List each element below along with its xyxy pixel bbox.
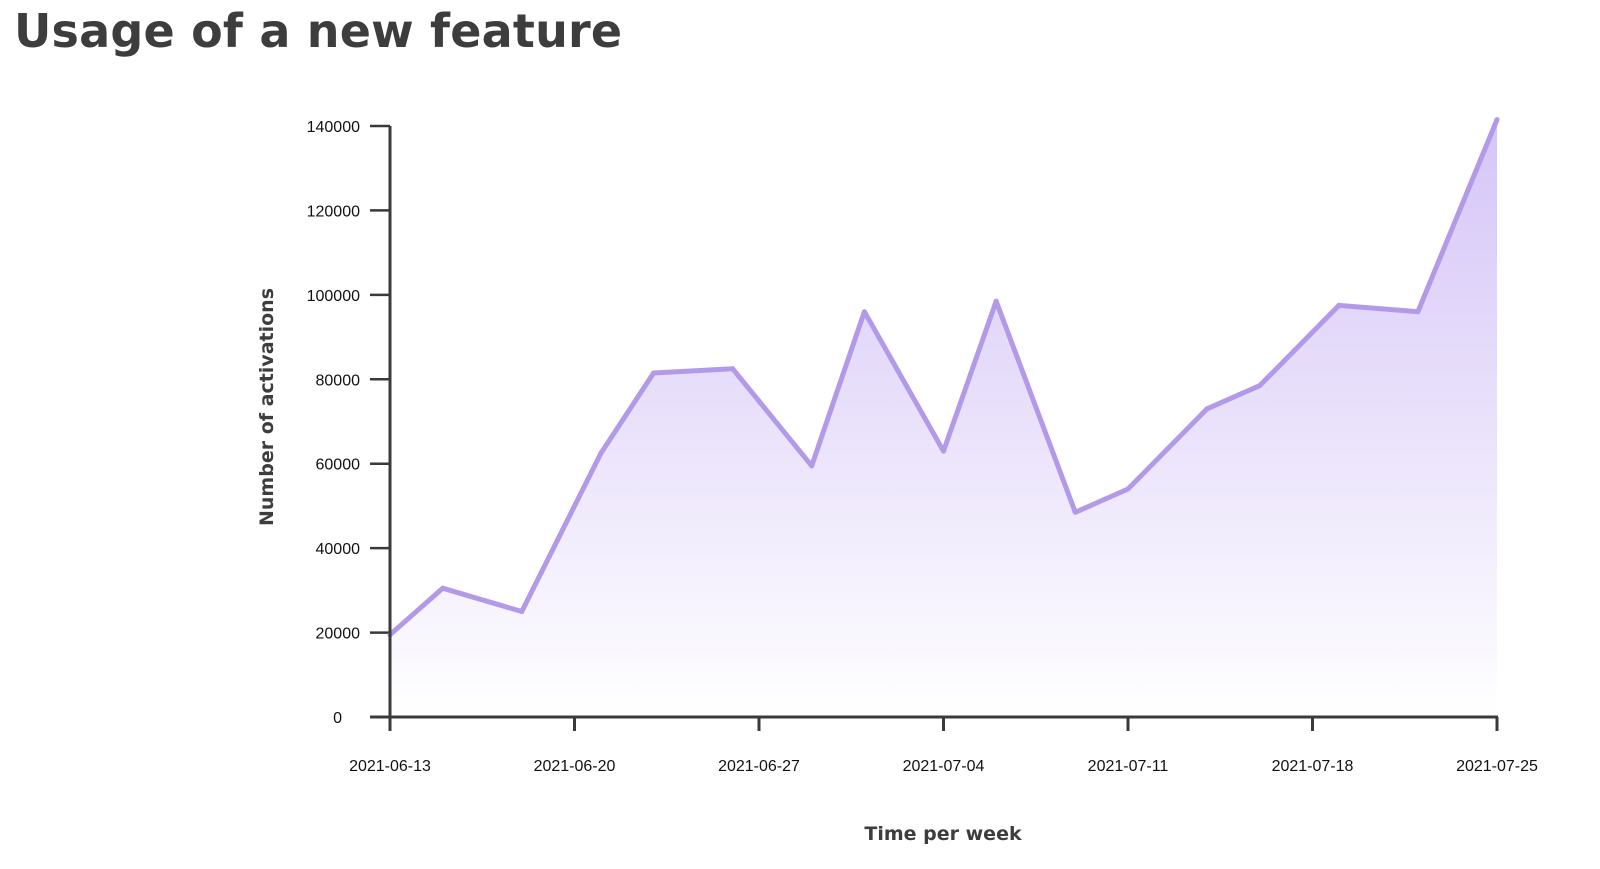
x-tick-label: 2021-06-20 <box>534 758 616 775</box>
data-point <box>1125 486 1131 492</box>
data-point <box>440 585 446 591</box>
x-tick-label: 2021-07-25 <box>1456 758 1538 775</box>
data-point <box>651 370 657 376</box>
y-tick-label: 80000 <box>316 372 361 389</box>
x-tick-label: 2021-07-04 <box>903 758 985 775</box>
data-point <box>1072 509 1078 515</box>
data-point <box>1204 406 1210 412</box>
x-axis-title: Time per week <box>864 823 1022 845</box>
data-point <box>519 608 525 614</box>
area-fill <box>390 119 1497 717</box>
y-axis-title: Number of activations <box>256 288 278 526</box>
y-tick-label: 140000 <box>307 119 360 136</box>
y-tick-label: 40000 <box>316 541 361 558</box>
page-title: Usage of a new feature <box>14 4 623 58</box>
x-tick-label: 2021-07-18 <box>1272 758 1354 775</box>
x-tick-label: 2021-06-13 <box>349 758 431 775</box>
data-point <box>1415 309 1421 315</box>
data-point <box>809 463 815 469</box>
data-point <box>730 366 736 372</box>
data-point <box>941 448 946 454</box>
data-point <box>1336 302 1342 308</box>
data-points <box>387 117 1500 638</box>
data-point <box>993 298 999 304</box>
data-point <box>1257 383 1263 389</box>
y-tick-label: 0 <box>333 710 342 727</box>
y-tick-label: 100000 <box>307 288 360 305</box>
y-tick-label: 120000 <box>307 203 360 220</box>
y-tick-label: 20000 <box>316 626 361 643</box>
data-point <box>598 450 604 456</box>
y-tick-label: 60000 <box>316 457 361 474</box>
data-point <box>1494 117 1500 123</box>
x-axis-ticks: 2021-06-13 2021-06-20 2021-06-27 2021-07-04… <box>349 717 1538 775</box>
x-tick-label: 2021-07-11 <box>1088 758 1169 775</box>
x-tick-label: 2021-06-27 <box>718 758 800 775</box>
y-axis-ticks: 0 20000 40000 60000 80000 100000 120000 140000 <box>307 119 390 727</box>
data-point <box>861 309 867 315</box>
